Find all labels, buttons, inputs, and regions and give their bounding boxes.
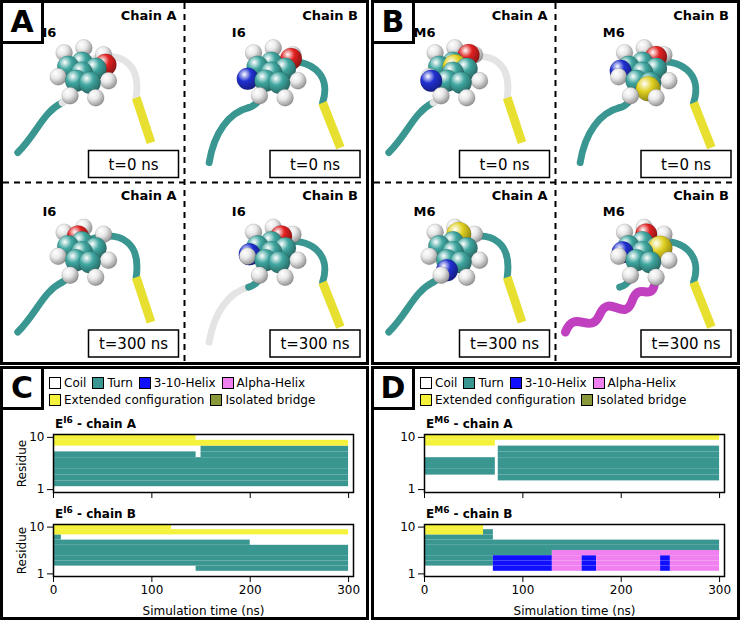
svg-text:Chain A: Chain A bbox=[492, 188, 548, 203]
svg-text:100: 100 bbox=[140, 583, 163, 597]
svg-text:t=300 ns: t=300 ns bbox=[651, 335, 720, 353]
html-text:Extended configuration: Extended configuration bbox=[435, 393, 576, 407]
svg-text:10: 10 bbox=[29, 430, 44, 444]
svg-text:M6: M6 bbox=[413, 25, 435, 40]
svg-text:Chain B: Chain B bbox=[302, 188, 358, 203]
html-text:Turn: Turn bbox=[478, 376, 504, 390]
html-text:3-10-Helix: 3-10-Helix bbox=[524, 376, 587, 390]
svg-text:1: 1 bbox=[37, 567, 45, 581]
svg-text:Chain B: Chain B bbox=[302, 8, 358, 23]
svg-text:Chain A: Chain A bbox=[121, 188, 177, 203]
svg-text:1: 1 bbox=[37, 482, 45, 496]
html-text:Extended configuration: Extended configuration bbox=[64, 393, 205, 407]
svg-text:10: 10 bbox=[29, 520, 44, 534]
svg-text:t=0 ns: t=0 ns bbox=[290, 156, 340, 174]
html-text:EM6- chain B: EM6- chain B bbox=[426, 505, 513, 521]
html-text:Turn: Turn bbox=[107, 376, 133, 390]
svg-text:Chain B: Chain B bbox=[673, 8, 729, 23]
svg-text:200: 200 bbox=[610, 583, 633, 597]
html-text:D: D bbox=[380, 370, 406, 405]
svg-text:0: 0 bbox=[421, 583, 429, 597]
html-text:Coil: Coil bbox=[64, 376, 87, 390]
svg-text:0: 0 bbox=[50, 583, 58, 597]
html-text:Alpha-Helix: Alpha-Helix bbox=[607, 376, 677, 390]
html-text:EI6- chain B: EI6- chain B bbox=[55, 505, 136, 521]
svg-text:t=0 ns: t=0 ns bbox=[661, 156, 711, 174]
svg-text:10: 10 bbox=[400, 430, 415, 444]
svg-text:100: 100 bbox=[511, 583, 534, 597]
svg-text:Residue: Residue bbox=[15, 440, 29, 487]
svg-text:t=300 ns: t=300 ns bbox=[470, 335, 539, 353]
html-text:3-10-Helix: 3-10-Helix bbox=[153, 376, 216, 390]
svg-text:t=300 ns: t=300 ns bbox=[99, 335, 168, 353]
html-text:Alpha-Helix: Alpha-Helix bbox=[236, 376, 306, 390]
svg-text:10: 10 bbox=[400, 520, 415, 534]
svg-text:Simulation time (ns): Simulation time (ns) bbox=[514, 604, 636, 618]
html-text:EM6- chain A: EM6- chain A bbox=[426, 415, 513, 431]
svg-text:Chain A: Chain A bbox=[121, 8, 177, 23]
html-text:B: B bbox=[381, 4, 405, 39]
svg-text:1: 1 bbox=[408, 482, 416, 496]
html-text:Isolated bridge: Isolated bridge bbox=[596, 393, 687, 407]
svg-text:Simulation time (ns): Simulation time (ns) bbox=[143, 604, 265, 618]
svg-text:1: 1 bbox=[408, 567, 416, 581]
svg-text:t=0 ns: t=0 ns bbox=[479, 156, 529, 174]
svg-text:I6: I6 bbox=[232, 204, 246, 219]
svg-text:Chain A: Chain A bbox=[492, 8, 548, 23]
svg-text:M6: M6 bbox=[603, 204, 625, 219]
html-text:C: C bbox=[11, 370, 33, 405]
html-text:A: A bbox=[10, 4, 34, 39]
svg-text:I6: I6 bbox=[42, 204, 56, 219]
svg-text:I6: I6 bbox=[42, 25, 56, 40]
svg-text:300: 300 bbox=[337, 583, 360, 597]
svg-text:Residue: Residue bbox=[15, 527, 29, 574]
svg-text:200: 200 bbox=[239, 583, 262, 597]
html-text:Isolated bridge: Isolated bridge bbox=[225, 393, 316, 407]
svg-text:M6: M6 bbox=[603, 25, 625, 40]
svg-text:t=300 ns: t=300 ns bbox=[280, 335, 349, 353]
svg-text:t=0 ns: t=0 ns bbox=[108, 156, 158, 174]
html-text:Coil: Coil bbox=[435, 376, 458, 390]
svg-text:I6: I6 bbox=[232, 25, 246, 40]
html-text:EI6- chain A: EI6- chain A bbox=[55, 415, 136, 431]
svg-text:300: 300 bbox=[708, 583, 731, 597]
svg-text:Chain B: Chain B bbox=[673, 188, 729, 203]
svg-text:M6: M6 bbox=[413, 204, 435, 219]
